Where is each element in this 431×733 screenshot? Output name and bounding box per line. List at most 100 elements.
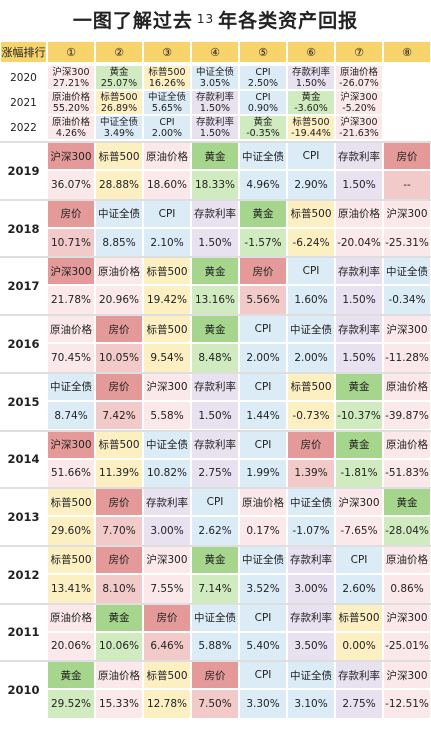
return-value: 1.50% [192,228,238,257]
asset-name: 黄金 [192,258,238,285]
return-value: -1.07% [288,517,334,545]
row-separator [0,314,431,317]
return-value: 5.88% [192,632,238,661]
year-label: 2011 [1,604,46,661]
return-value: 15.33% [96,690,142,718]
asset-name: 原油价格 [240,489,286,516]
return-value: 2.75% [336,690,382,718]
row-separator [0,544,431,547]
asset-name: 沪深300 [48,431,94,458]
return-value: 13.16% [192,286,238,315]
rank-header: ⑧ [384,42,430,62]
asset-name: 标普500 [288,200,334,227]
year-label: 2013 [1,489,46,545]
return-value: 7.14% [192,574,238,603]
summary-cell [384,116,430,139]
return-value: 18.60% [144,171,190,199]
year-label: 2014 [1,431,46,488]
return-value: 7.70% [96,517,142,545]
return-value: 2.10% [144,228,190,257]
return-value: 0.86% [384,574,430,603]
return-value: 19.42% [144,286,190,315]
asset-name: 中证全债 [384,258,430,285]
asset-name: 中证全债 [48,373,94,400]
title-suffix: 年各类资产回报 [218,9,359,32]
asset-name: 原油价格 [48,316,94,343]
asset-name: 原油价格 [96,662,142,689]
asset-name: 存款利率 [195,116,234,128]
asset-name: 标普500 [96,143,142,169]
return-value: -0.34% [384,286,430,315]
asset-name: CPI [336,546,382,573]
return-value: 70.45% [48,344,94,372]
asset-name: 存款利率 [336,258,382,285]
asset-name: 沪深300 [384,200,430,227]
asset-name: 沪深300 [340,116,378,128]
asset-name: 标普500 [144,258,190,285]
return-value: -0.73% [288,401,334,430]
asset-name: 黄金 [336,431,382,458]
return-value: 0.90% [247,102,279,114]
return-value: 8.48% [192,344,238,372]
asset-name: 黄金 [253,116,273,128]
summary-cell: 标普500 -19.44% [288,116,334,139]
return-value: -1.57% [240,228,286,257]
asset-name: 沪深300 [340,91,378,103]
asset-name: 存款利率 [192,200,238,227]
return-value: 55.20% [52,102,90,114]
year-label: 2017 [1,258,46,315]
asset-name: 中证全债 [288,316,334,343]
return-value: -28.04% [384,517,430,545]
return-value: 20.06% [48,632,94,661]
row-separator [0,198,431,201]
return-value: 5.65% [151,102,183,114]
year-label: 2018 [1,200,46,257]
asset-name: CPI [240,662,286,689]
asset-name: 房价 [240,258,286,285]
return-value: -20.04% [336,228,382,257]
asset-name: 房价 [96,316,142,343]
return-value: 3.00% [144,517,190,545]
return-value: 8.74% [48,401,94,430]
summary-cell: 标普500 16.26% [144,66,190,89]
asset-name: 房价 [96,373,142,400]
asset-name: 原油价格 [96,258,142,285]
return-value: -11.28% [384,344,430,372]
asset-name: 黄金 [192,143,238,169]
return-value: 10.05% [96,344,142,372]
asset-name: 中证全债 [96,200,142,227]
year-label: 2012 [1,546,46,603]
row-separator [0,141,431,143]
asset-name: 标普500 [96,431,142,458]
return-value: 2.62% [192,517,238,545]
asset-name: 沪深300 [48,143,94,169]
return-value: 3.30% [240,690,286,718]
asset-name: 原油价格 [336,200,382,227]
asset-name: 原油价格 [48,604,94,631]
summary-cell: 存款利率 1.50% [192,91,238,114]
asset-name: 存款利率 [144,489,190,516]
return-value: 4.26% [55,127,87,139]
return-value: 1.50% [336,171,382,199]
asset-name: 存款利率 [336,662,382,689]
summary-cell: 沪深300 -5.20% [336,91,382,114]
return-value: -3.60% [294,102,328,114]
summary-cell: 标普500 26.89% [96,91,142,114]
asset-name: 存款利率 [291,66,330,78]
asset-name: 黄金 [384,489,430,516]
asset-name: 房价 [144,604,190,631]
return-value: 13.41% [48,574,94,603]
summary-cell [384,66,430,89]
return-value: 2.00% [240,344,286,372]
title-prefix: 一图了解过去 [72,9,193,32]
asset-name: 标普500 [336,604,382,631]
asset-name: CPI [288,258,334,285]
return-value: -26.07% [339,77,379,89]
summary-year: 2021 [1,91,46,114]
return-value: 3.00% [288,574,334,603]
row-separator [0,371,431,374]
year-label: 2019 [1,143,46,199]
row-separator [0,602,431,605]
asset-name: 沪深300 [384,316,430,343]
asset-name: 标普500 [288,373,334,400]
